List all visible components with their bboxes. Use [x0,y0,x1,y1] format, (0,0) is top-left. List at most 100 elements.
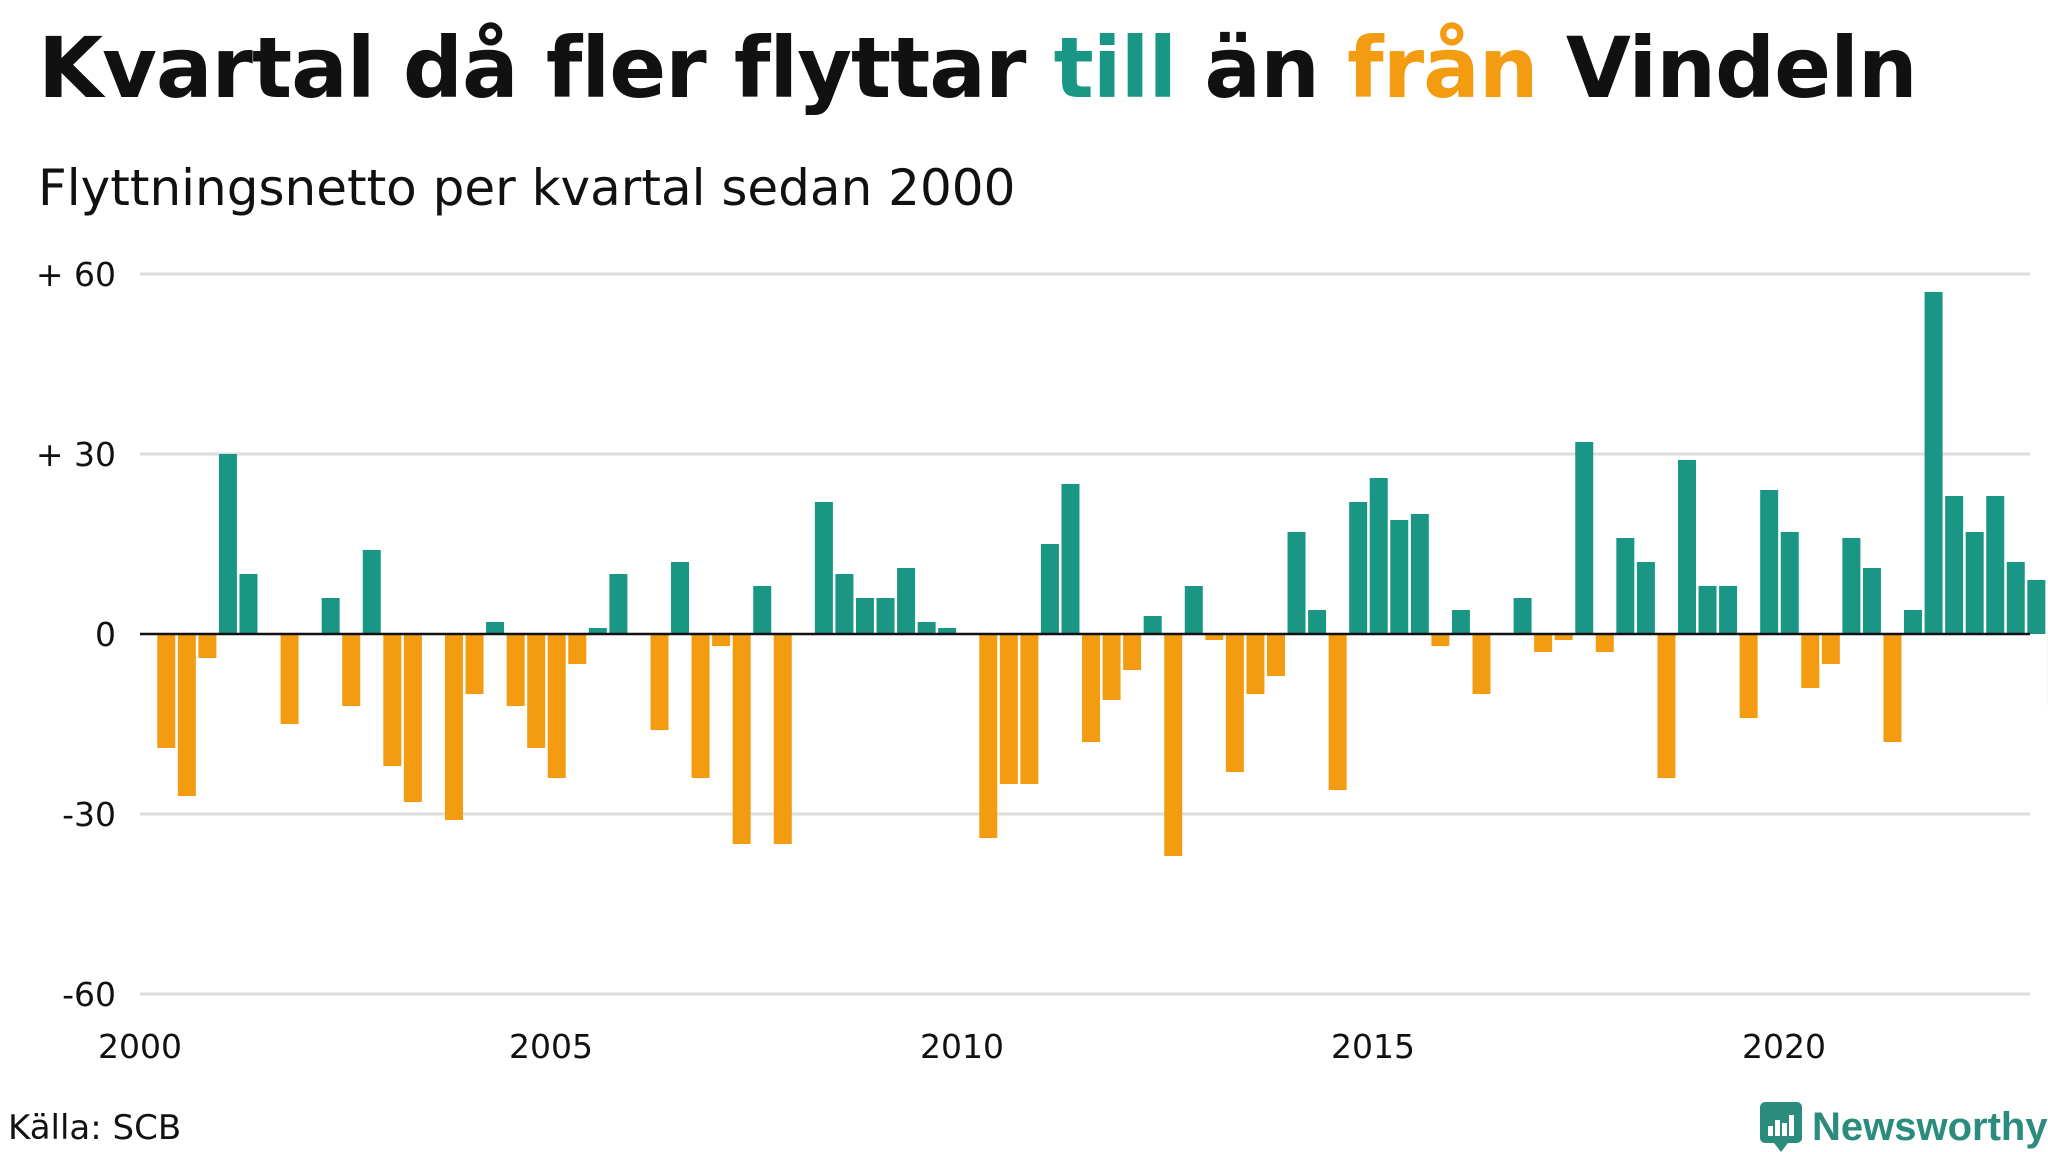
bar [1575,442,1594,634]
bar [609,574,628,634]
bar [835,574,854,634]
bar [999,634,1018,784]
bar [1513,598,1532,634]
bar [383,634,402,766]
brand-logo: Newsworthy [1760,1102,2048,1152]
bar [1677,460,1696,634]
bar [732,634,751,844]
bar [1040,544,1059,634]
x-axis-tick-labels: 2000 2005 2010 2015 2020 [98,1027,1826,1066]
bar [218,454,237,634]
bar [177,634,196,796]
y-tick-label: 0 [95,615,116,654]
chart-title: Kvartal då fler flyttar till än från Vin… [38,19,1918,117]
bar [1164,634,1183,856]
y-tick-label: + 30 [36,435,116,474]
title-highlight-till: till [1053,19,1178,117]
bar [712,634,731,646]
bar [1061,484,1080,634]
bar [1451,610,1470,634]
bar [1143,616,1162,634]
bar [1328,634,1347,790]
bar [1205,634,1224,640]
bar [198,634,217,658]
bar [855,598,874,634]
bar [814,502,833,634]
title-part-3: Vindeln [1537,19,1918,117]
bar [486,622,505,634]
bar [2027,580,2046,634]
y-tick-label: + 60 [36,255,116,294]
bar [362,550,381,634]
bar [506,634,525,706]
bar [1554,634,1573,640]
bar [239,574,258,634]
bar [979,634,998,838]
bar [465,634,484,694]
bar [1246,634,1265,694]
bar [876,598,895,634]
newsworthy-logo-icon [1760,1102,1802,1152]
bar [1842,538,1861,634]
brand-name: Newsworthy [1812,1104,2048,1149]
bar [1020,634,1039,784]
bar [1472,634,1491,694]
y-tick-label: -30 [62,795,116,834]
bar [753,586,772,634]
bar [321,598,340,634]
bar [1225,634,1244,772]
bar [1082,634,1101,742]
bar [2006,562,2025,634]
x-tick-label: 2020 [1742,1027,1826,1066]
y-axis-tick-labels: + 60 + 30 0 -30 -60 [36,255,116,1014]
bar [1657,634,1676,778]
bar [1986,496,2005,634]
bar [1390,520,1409,634]
bar [1780,532,1799,634]
bar [1698,586,1717,634]
source-note: Källa: SCB [8,1108,182,1148]
bar [1636,562,1655,634]
x-tick-label: 2005 [509,1027,593,1066]
bar [1369,478,1388,634]
bar [527,634,546,748]
bar [1534,634,1553,652]
bar [691,634,710,778]
y-tick-label: -60 [62,975,116,1014]
bar [1184,586,1203,634]
bar [1760,490,1779,634]
bar [588,628,607,634]
bar [671,562,690,634]
bar [1821,634,1840,664]
bar [1102,634,1121,700]
bar [1801,634,1820,688]
x-tick-label: 2000 [98,1027,182,1066]
bar [1719,586,1738,634]
bar [1410,514,1429,634]
bar [897,568,916,634]
bar [444,634,463,820]
bar [1924,292,1943,634]
bar [1739,634,1758,718]
bar [1123,634,1142,670]
bar [1349,502,1368,634]
title-highlight-fran: från [1347,19,1538,117]
bar [547,634,566,778]
bar [1904,610,1923,634]
bar [1883,634,1902,742]
bar [1862,568,1881,634]
bar [342,634,361,706]
bar [1266,634,1285,676]
bar [1431,634,1450,646]
bar [568,634,587,664]
title-part-1: Kvartal då fler flyttar [38,19,1054,117]
bar [773,634,792,844]
bar [1965,532,1984,634]
bars [157,292,2048,856]
x-tick-label: 2015 [1331,1027,1415,1066]
bar [917,622,936,634]
x-tick-label: 2010 [920,1027,1004,1066]
bar [1945,496,1964,634]
bar [1287,532,1306,634]
